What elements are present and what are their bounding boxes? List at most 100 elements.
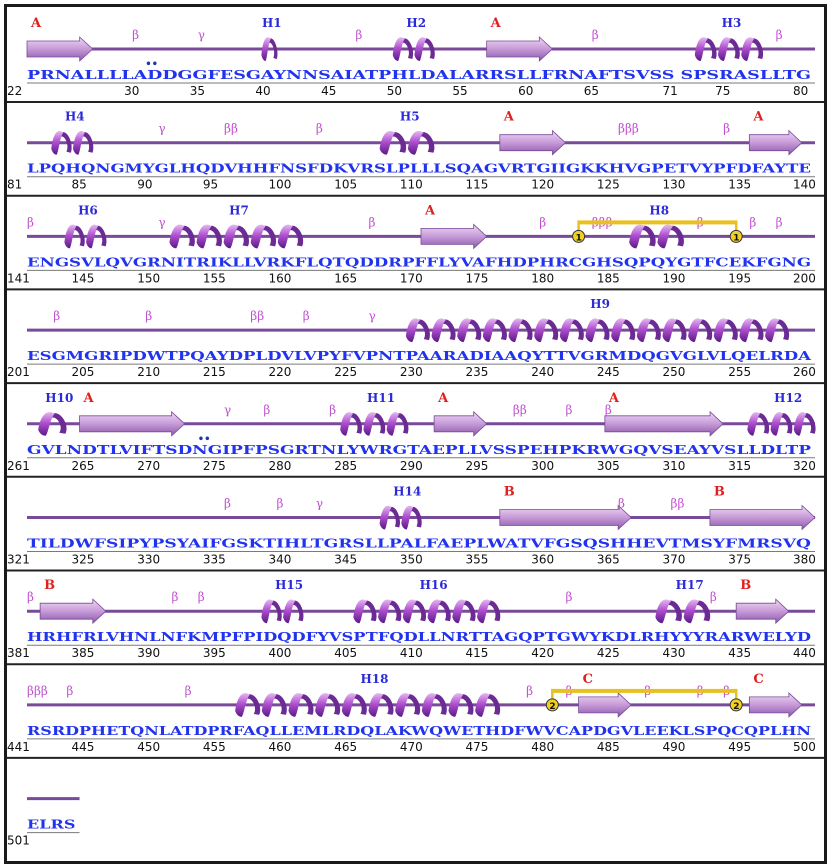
turn-annotation: β (53, 309, 60, 323)
disulfide-label: 1 (576, 233, 582, 243)
residue-number: 350 (400, 553, 423, 567)
turn-annotation: β (776, 28, 783, 42)
residue-number: 405 (334, 646, 357, 660)
strand-label: B (740, 578, 751, 593)
residue-number: 325 (72, 553, 95, 567)
residue-mark: •• (198, 434, 211, 445)
disulfide-label: 1 (733, 233, 739, 243)
residue-number: 40 (255, 84, 270, 98)
helix-coil (379, 505, 422, 530)
residue-number: 360 (531, 553, 554, 567)
residue-number: 480 (531, 740, 554, 754)
residue-number: 115 (466, 178, 489, 192)
turn-annotation: β (145, 309, 152, 323)
residue-number: 90 (137, 178, 152, 192)
residue-number: 245 (597, 365, 620, 379)
helix-coil (405, 318, 790, 343)
residue-number: 475 (466, 740, 489, 754)
strand-label: A (503, 110, 515, 125)
turn-annotation: β (565, 590, 572, 604)
residue-number: 235 (466, 365, 489, 379)
residue-number: 420 (531, 646, 554, 660)
strand-label: A (752, 110, 764, 125)
strand-label: A (608, 391, 620, 406)
residue-number: 80 (793, 84, 808, 98)
helix-label: H9 (590, 297, 610, 311)
strand-label: C (583, 672, 593, 687)
residue-number: 430 (663, 646, 686, 660)
sequence-text: HRHFRLVHNLNFKMPFPIDQDFYVSPTFQDLLNRTTAGQP… (27, 629, 811, 644)
residue-number: 460 (269, 740, 292, 754)
residue-number: 345 (334, 553, 357, 567)
residue-number: 81 (7, 178, 22, 192)
turn-annotation: β (618, 497, 625, 511)
residue-number: 260 (793, 365, 816, 379)
residue-number: 330 (137, 553, 160, 567)
residue-number: 150 (137, 271, 160, 285)
strand-label: A (83, 391, 95, 406)
residue-number: 370 (663, 553, 686, 567)
helix-label: H6 (78, 203, 98, 217)
strand-arrow (748, 129, 803, 156)
helix-coil (51, 130, 94, 155)
turn-annotation: γ (368, 309, 375, 323)
strand-label: C (753, 672, 763, 687)
turn-annotation: β (27, 590, 34, 604)
residue-number: 390 (137, 646, 160, 660)
helix-coil (64, 224, 107, 249)
sequence-text: ELRS (27, 817, 76, 832)
residue-number: 375 (728, 553, 751, 567)
helix-label: H16 (420, 578, 448, 592)
turn-annotation: γ (316, 497, 323, 511)
residue-number: 400 (269, 646, 292, 660)
turn-annotation: β (224, 497, 231, 511)
residue-number: 261 (7, 459, 30, 473)
turn-annotation: γ (158, 122, 165, 136)
turn-annotation: ββ (250, 309, 264, 323)
residue-number: 270 (137, 459, 160, 473)
residue-number: 190 (663, 271, 686, 285)
residue-number: 75 (715, 84, 730, 98)
residue-number: 141 (7, 271, 30, 285)
residue-number: 205 (72, 365, 95, 379)
residue-number: 250 (663, 365, 686, 379)
turn-annotation: γ (198, 28, 205, 42)
turn-annotation: β (565, 403, 572, 417)
helix-coil (694, 37, 764, 61)
turn-annotation: β (355, 28, 362, 42)
residue-number: 435 (728, 646, 751, 660)
helix-coil (655, 599, 711, 624)
turn-annotation: β (526, 684, 533, 698)
residue-number: 35 (190, 84, 205, 98)
residue-number: 170 (400, 271, 423, 285)
residue-number: 500 (793, 740, 816, 754)
residue-number: 501 (7, 834, 30, 848)
helix-coil (38, 412, 67, 436)
helix-coil (340, 412, 409, 436)
residue-number: 195 (728, 271, 751, 285)
secondary-structure-diagram: A AH1 H2 H3β γ β β β••PRNALLLLADDGGFESGAYNNSAIA… (7, 16, 824, 848)
turn-annotation: β (723, 122, 730, 136)
helix-coil (353, 599, 501, 624)
disulfide-label: 2 (733, 702, 739, 712)
residue-number: 200 (793, 271, 816, 285)
turn-annotation: γ (224, 403, 231, 417)
turn-annotation: β (368, 215, 375, 229)
helix-label: H2 (406, 16, 426, 30)
helix-coil (629, 224, 684, 249)
helix-label: H15 (275, 578, 303, 592)
residue-number: 470 (400, 740, 423, 754)
helix-label: H3 (722, 16, 742, 30)
turn-annotation: β (171, 590, 178, 604)
helix-coil (261, 37, 278, 61)
helix-coil (379, 130, 435, 155)
residue-number: 305 (597, 459, 620, 473)
residue-number: 160 (269, 271, 292, 285)
turn-annotation: β (539, 215, 546, 229)
residue-number: 380 (793, 553, 816, 567)
strand-label: B (714, 485, 725, 500)
residue-number: 175 (466, 271, 489, 285)
helix-label: H8 (649, 203, 669, 217)
turn-annotation: β (132, 28, 139, 42)
